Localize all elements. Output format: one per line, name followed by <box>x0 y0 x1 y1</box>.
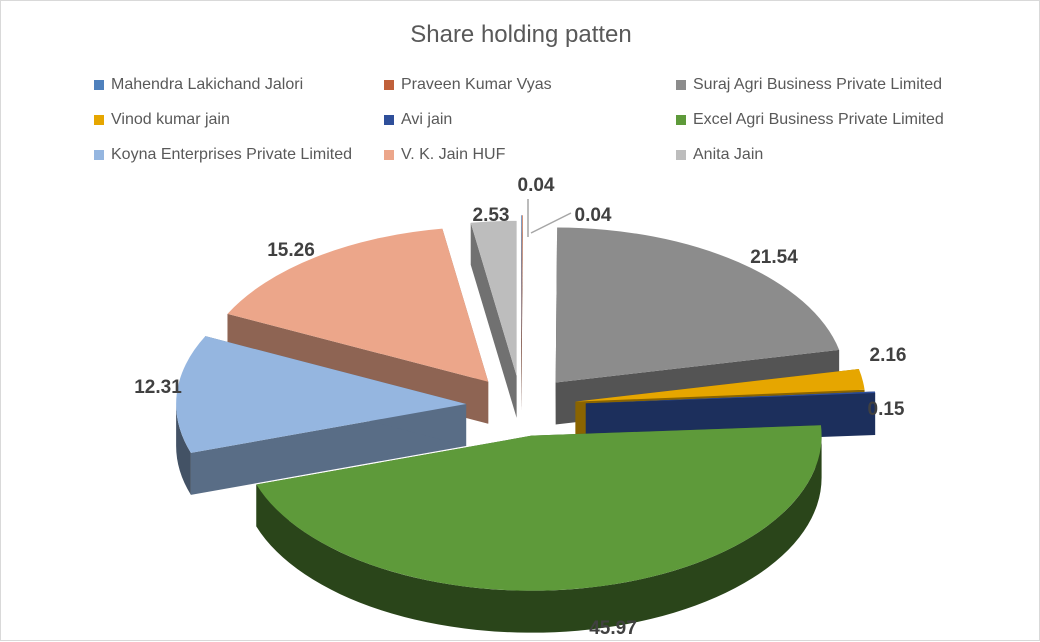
data-label-v-k-jain-huf: 15.26 <box>267 240 315 261</box>
data-label-anita-jain: 2.53 <box>473 205 510 226</box>
legend-swatch <box>676 115 686 125</box>
legend-label: Avi jain <box>401 111 453 128</box>
legend-label: V. K. Jain HUF <box>401 146 506 163</box>
data-label-suraj-agri-business-private-limited: 21.54 <box>750 247 798 268</box>
legend-item-suraj-agri-business-private-limited: Suraj Agri Business Private Limited <box>676 76 942 94</box>
legend-swatch <box>384 115 394 125</box>
slice-praveen-kumar-vyas <box>521 215 523 413</box>
legend-label: Excel Agri Business Private Limited <box>693 111 944 128</box>
slice-mahendra-lakichand-jalori <box>521 215 522 413</box>
legend-item-koyna-enterprises-private-limited: Koyna Enterprises Private Limited <box>94 146 352 164</box>
legend-swatch <box>94 80 104 90</box>
legend-item-avi-jain: Avi jain <box>384 111 452 129</box>
legend-label: Anita Jain <box>693 146 764 163</box>
legend-swatch <box>676 80 686 90</box>
data-label-excel-agri-business-private-limited: 45.97 <box>589 618 637 639</box>
data-label-praveen-kumar-vyas: 0.04 <box>575 205 612 226</box>
data-label-vinod-kumar-jain: 2.16 <box>870 345 907 366</box>
legend-swatch <box>676 150 686 160</box>
legend-swatch <box>384 150 394 160</box>
slice-koyna-enterprises-private-limited <box>176 336 467 495</box>
legend-swatch <box>94 150 104 160</box>
legend-item-anita-jain: Anita Jain <box>676 146 763 164</box>
legend-label: Suraj Agri Business Private Limited <box>693 76 942 93</box>
legend: Mahendra Lakichand Jalori Praveen Kumar V… <box>94 76 994 176</box>
legend-label: Vinod kumar jain <box>111 111 230 128</box>
data-label-koyna-enterprises-private-limited: 12.31 <box>134 377 182 398</box>
chart-title: Share holding patten <box>410 21 632 48</box>
legend-swatch <box>94 115 104 125</box>
legend-label: Koyna Enterprises Private Limited <box>111 146 352 163</box>
legend-label: Praveen Kumar Vyas <box>401 76 552 93</box>
leader-line-praveen-kumar-vyas <box>530 212 572 234</box>
legend-label: Mahendra Lakichand Jalori <box>111 76 304 93</box>
slice-excel-agri-business-private-limited <box>256 425 822 633</box>
legend-item-excel-agri-business-private-limited: Excel Agri Business Private Limited <box>676 111 944 129</box>
legend-item-vinod-kumar-jain: Vinod kumar jain <box>94 111 230 129</box>
legend-item-v-k-jain-huf: V. K. Jain HUF <box>384 146 505 164</box>
slice-anita-jain <box>470 220 517 418</box>
data-label-mahendra-lakichand-jalori: 0.04 <box>518 175 555 196</box>
legend-item-praveen-kumar-vyas: Praveen Kumar Vyas <box>384 76 552 94</box>
legend-item-mahendra-lakichand-jalori: Mahendra Lakichand Jalori <box>94 76 303 94</box>
data-label-avi-jain: 0.15 <box>868 399 905 420</box>
legend-swatch <box>384 80 394 90</box>
